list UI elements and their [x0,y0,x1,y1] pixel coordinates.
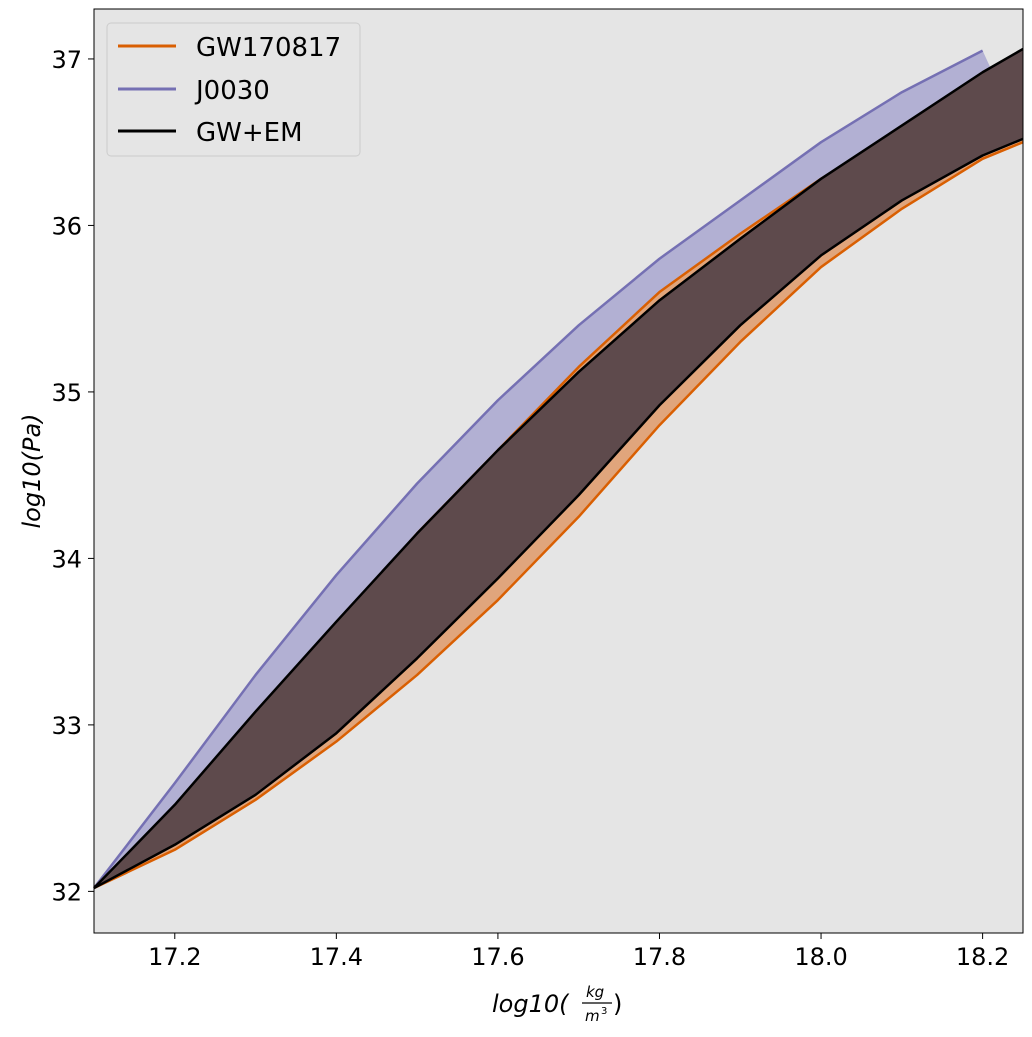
legend-label-j0030: J0030 [194,76,270,106]
x-axis-label: log10( [492,990,570,1018]
x-axis: 17.2 17.4 17.6 17.8 18.0 18.2 [148,933,1009,971]
x-tick-label: 17.6 [471,943,524,971]
y-tick-label: 33 [51,712,82,740]
upper-bound-gw-em [93,47,1024,889]
x-tick-label: 17.8 [633,943,686,971]
y-axis-label: log10(Pa) [18,413,46,528]
y-tick-label: 35 [51,379,82,407]
legend: GW170817 J0030 GW+EM [106,22,361,157]
y-tick-label: 32 [51,878,82,906]
upper-bound-j0030 [93,49,984,889]
x-tick-label: 18.0 [794,943,847,971]
x-axis-label-den-exp: 3 [601,1006,607,1017]
lower-bound-gw170817 [93,141,1024,890]
y-tick-label: 36 [51,212,82,240]
x-axis-label-num: kg [586,983,604,1001]
series-layer [93,47,1024,890]
lower-bound-gw-em [93,137,1024,890]
x-tick-label: 18.2 [956,943,1009,971]
x-tick-label: 17.4 [310,943,363,971]
band-gw-em [94,48,1023,889]
y-tick-label: 34 [51,545,82,573]
plot-frame [93,8,1024,934]
legend-box [106,22,361,157]
legend-label-gw-em: GW+EM [196,118,303,148]
x-axis-label-close: ) [613,990,622,1018]
y-axis: 32 33 34 35 36 37 [51,46,94,906]
y-tick-label: 37 [51,46,82,74]
x-tick-label: 17.2 [148,943,201,971]
legend-label-gw170817: GW170817 [196,33,341,63]
x-axis-label-den: m [585,1007,600,1025]
